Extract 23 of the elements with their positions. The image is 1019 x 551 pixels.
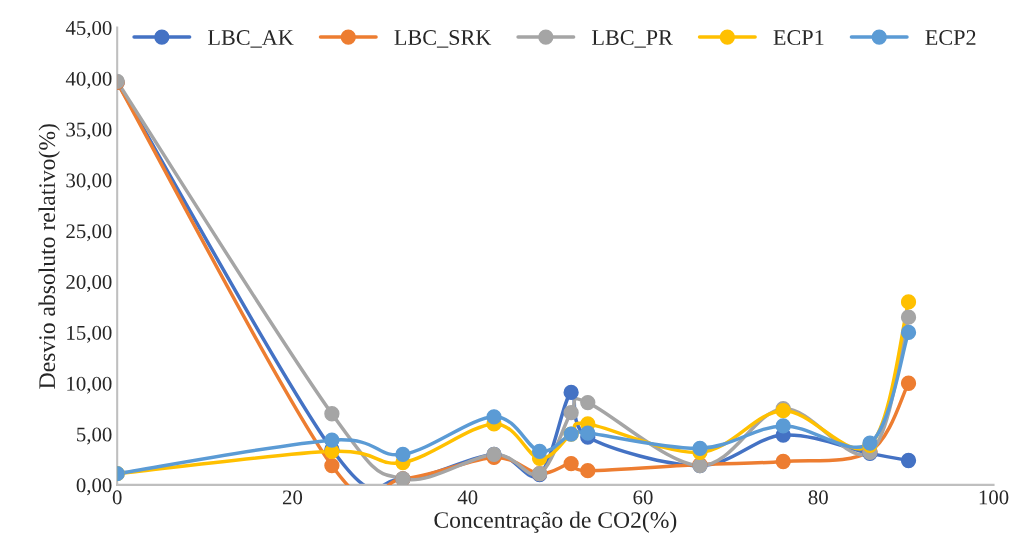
x-axis-title: Concentração de CO2(%) xyxy=(434,511,677,533)
x-tick-label: 100 xyxy=(979,490,1009,505)
y-tick-label: 40,00 xyxy=(65,71,112,89)
y-tick-label: 20,00 xyxy=(66,275,112,293)
legend-label: LBC_SRK xyxy=(394,30,492,48)
y-tick-label: 25,00 xyxy=(66,224,112,242)
legend-label: LBC_AK xyxy=(208,30,294,48)
y-tick-label: 0,00 xyxy=(76,478,112,496)
legend-label: ECP1 xyxy=(773,30,824,46)
x-tick-label: 0 xyxy=(112,490,122,505)
x-tick-label: 40 xyxy=(457,490,478,505)
x-tick-label: 80 xyxy=(808,490,828,505)
x-tick-label: 60 xyxy=(633,490,653,505)
x-tick-label: 20 xyxy=(282,490,303,505)
y-tick-label: 5,00 xyxy=(77,427,112,445)
y-tick-label: 15,00 xyxy=(67,325,112,343)
legend-label: LBC_PR xyxy=(592,30,673,48)
y-tick-label: 10,00 xyxy=(67,376,112,394)
y-tick-label: 45,00 xyxy=(65,20,112,38)
y-axis-title: Desvio absoluto relativo(%) xyxy=(38,124,60,389)
y-tick-label: 35,00 xyxy=(66,122,112,140)
legend-label: ECP2 xyxy=(925,30,976,46)
y-tick-label: 30,00 xyxy=(66,173,112,191)
